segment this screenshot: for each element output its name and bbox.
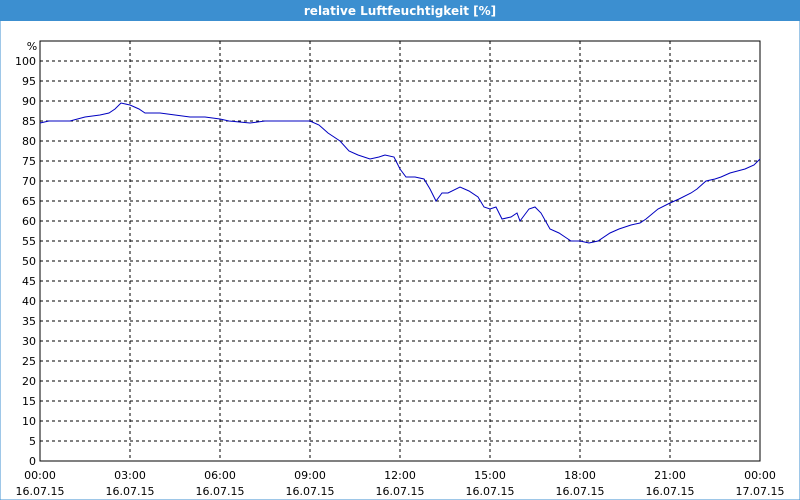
x-tick-label: 03:00 bbox=[114, 469, 146, 482]
x-tick-date: 16.07.15 bbox=[16, 485, 65, 498]
y-tick-label: 85 bbox=[22, 115, 36, 128]
y-tick-label: 20 bbox=[22, 375, 36, 388]
y-tick-label: 75 bbox=[22, 155, 36, 168]
y-tick-label: 5 bbox=[29, 435, 36, 448]
x-tick-label: 21:00 bbox=[654, 469, 686, 482]
x-tick-label: 00:00 bbox=[744, 469, 776, 482]
x-tick-label: 06:00 bbox=[204, 469, 236, 482]
y-tick-label: 90 bbox=[22, 95, 36, 108]
x-tick-label: 15:00 bbox=[474, 469, 506, 482]
y-tick-label: 25 bbox=[22, 355, 36, 368]
y-tick-label: 30 bbox=[22, 335, 36, 348]
y-unit: % bbox=[27, 40, 37, 53]
title-bar bbox=[0, 0, 800, 21]
y-tick-label: 100 bbox=[15, 55, 36, 68]
y-tick-label: 60 bbox=[22, 215, 36, 228]
x-tick-label: 18:00 bbox=[564, 469, 596, 482]
y-tick-label: 95 bbox=[22, 75, 36, 88]
x-tick-label: 00:00 bbox=[24, 469, 56, 482]
x-tick-date: 16.07.15 bbox=[646, 485, 695, 498]
x-tick-date: 16.07.15 bbox=[106, 485, 155, 498]
x-tick-date: 16.07.15 bbox=[376, 485, 425, 498]
x-tick-label: 12:00 bbox=[384, 469, 416, 482]
x-tick-date: 16.07.15 bbox=[556, 485, 605, 498]
y-tick-label: 80 bbox=[22, 135, 36, 148]
y-tick-label: 55 bbox=[22, 235, 36, 248]
x-tick-date: 16.07.15 bbox=[466, 485, 515, 498]
y-tick-label: 10 bbox=[22, 415, 36, 428]
y-tick-label: 45 bbox=[22, 275, 36, 288]
x-tick-date: 16.07.15 bbox=[286, 485, 335, 498]
y-tick-label: 35 bbox=[22, 315, 36, 328]
y-tick-label: 65 bbox=[22, 195, 36, 208]
y-tick-label: 40 bbox=[22, 295, 36, 308]
x-tick-date: 17.07.15 bbox=[736, 485, 785, 498]
x-tick-label: 09:00 bbox=[294, 469, 326, 482]
data-line bbox=[39, 102, 761, 244]
y-tick-label: 70 bbox=[22, 175, 36, 188]
y-tick-label: 50 bbox=[22, 255, 36, 268]
x-tick-date: 16.07.15 bbox=[196, 485, 245, 498]
y-tick-label: 0 bbox=[29, 455, 36, 468]
y-tick-label: 15 bbox=[22, 395, 36, 408]
window-title: relative Luftfeuchtigkeit [%] bbox=[304, 4, 496, 18]
